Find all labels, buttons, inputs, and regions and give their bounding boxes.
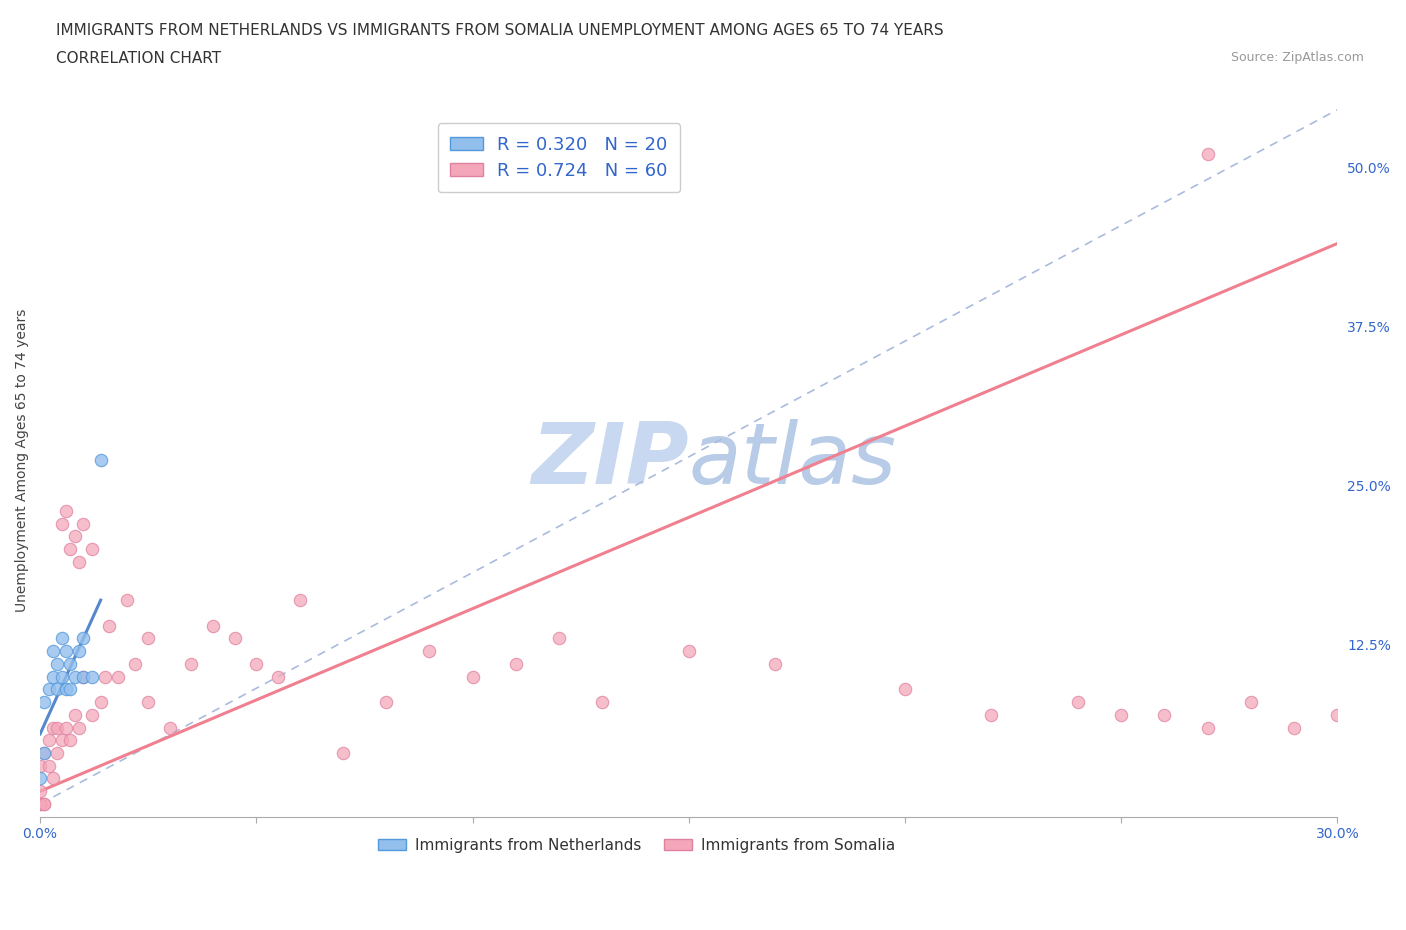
Point (591, 695, 613, 710)
Point (46, 657, 69, 671)
Point (55, 644, 77, 658)
Point (38, 758, 60, 773)
Point (245, 657, 267, 671)
Point (34, 695, 56, 710)
Point (59, 682, 82, 697)
Point (159, 720, 181, 735)
Point (80, 542, 103, 557)
Point (46, 682, 69, 697)
Point (55, 503, 77, 518)
Legend: Immigrants from Netherlands, Immigrants from Somalia: Immigrants from Netherlands, Immigrants … (373, 831, 901, 859)
Point (67, 720, 90, 735)
Point (30, 796, 52, 811)
Point (42, 720, 65, 735)
Point (115, 592, 138, 607)
Point (136, 695, 159, 710)
Point (418, 644, 440, 658)
Point (55, 720, 77, 735)
Point (51, 670, 73, 684)
Point (98, 618, 121, 633)
Point (63, 708, 86, 723)
Point (34, 746, 56, 761)
Y-axis label: Unemployment Among Ages 65 to 74 years: Unemployment Among Ages 65 to 74 years (15, 309, 30, 612)
Point (42, 644, 65, 658)
Point (59, 733, 82, 748)
Point (124, 657, 146, 671)
Point (267, 670, 290, 684)
Point (38, 733, 60, 748)
Point (30, 796, 52, 811)
Point (59, 657, 82, 671)
Point (51, 516, 73, 531)
Point (332, 746, 354, 761)
Point (94, 670, 117, 684)
Point (1326, 708, 1348, 723)
Point (80, 670, 103, 684)
Text: Source: ZipAtlas.com: Source: ZipAtlas.com (1230, 51, 1364, 64)
Point (51, 631, 73, 645)
Point (80, 708, 103, 723)
Point (548, 631, 571, 645)
Point (1197, 147, 1219, 162)
Point (34, 796, 56, 811)
Point (55, 682, 77, 697)
Point (224, 631, 246, 645)
Point (1109, 708, 1132, 723)
Point (46, 720, 69, 735)
Point (46, 746, 69, 761)
Point (72, 670, 94, 684)
Point (51, 733, 73, 748)
Point (1282, 720, 1305, 735)
Point (1240, 695, 1263, 710)
Point (90, 695, 112, 710)
Point (107, 670, 129, 684)
Point (67, 554, 90, 569)
Text: CORRELATION CHART: CORRELATION CHART (56, 51, 221, 66)
Point (180, 657, 202, 671)
Point (505, 657, 527, 671)
Point (1153, 708, 1175, 723)
Point (30, 784, 52, 799)
Text: IMMIGRANTS FROM NETHERLANDS VS IMMIGRANTS FROM SOMALIA UNEMPLOYMENT AMONG AGES 6: IMMIGRANTS FROM NETHERLANDS VS IMMIGRANT… (56, 23, 943, 38)
Point (90, 453, 112, 468)
Point (678, 644, 700, 658)
Point (34, 746, 56, 761)
Point (63, 529, 86, 544)
Point (375, 695, 398, 710)
Point (72, 631, 94, 645)
Point (67, 644, 90, 658)
Point (1197, 720, 1219, 735)
Point (1067, 695, 1090, 710)
Point (202, 618, 225, 633)
Point (461, 670, 484, 684)
Point (34, 796, 56, 811)
Point (763, 657, 786, 671)
Point (72, 670, 94, 684)
Point (42, 670, 65, 684)
Point (980, 708, 1002, 723)
Point (30, 771, 52, 786)
Point (42, 771, 65, 786)
Point (72, 516, 94, 531)
Point (63, 670, 86, 684)
Point (59, 542, 82, 557)
Point (30, 758, 52, 773)
Point (136, 631, 159, 645)
Point (288, 592, 311, 607)
Point (894, 682, 917, 697)
Text: ZIP: ZIP (531, 418, 689, 501)
Text: atlas: atlas (689, 418, 897, 501)
Point (38, 682, 60, 697)
